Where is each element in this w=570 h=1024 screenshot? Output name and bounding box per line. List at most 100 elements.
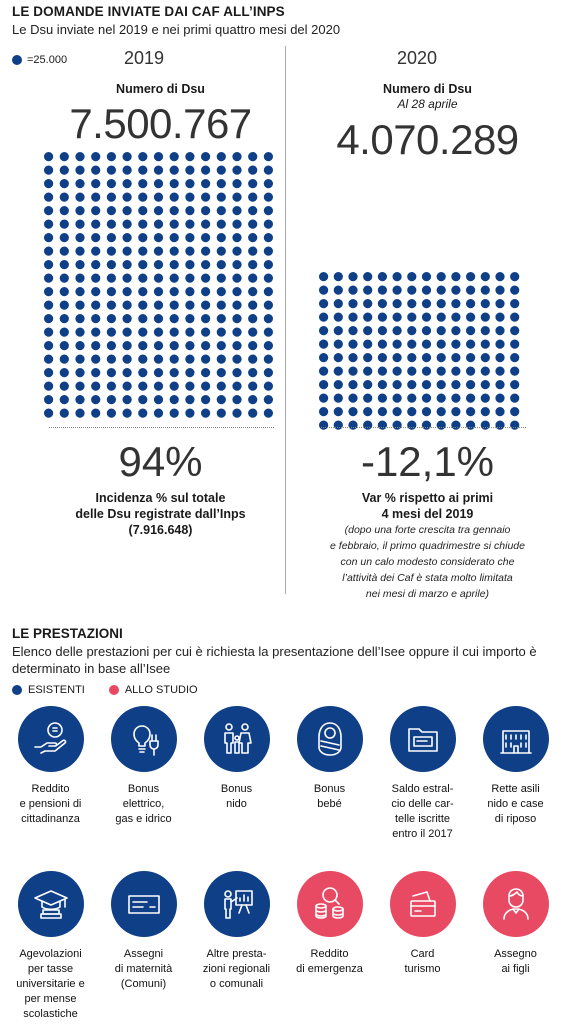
dot-2019-67 — [138, 206, 148, 216]
dot-2020-105 — [407, 366, 417, 376]
dot-2019-141 — [122, 273, 132, 283]
dot-2020-13 — [495, 272, 505, 282]
dot-2019-37 — [138, 179, 148, 189]
dot-2019-82 — [138, 219, 148, 229]
dot-2019-280 — [185, 395, 195, 405]
dot-2020-2 — [333, 272, 343, 282]
dot-2019-113 — [153, 246, 164, 256]
benefit-label: Reddito di emergenza — [296, 948, 363, 975]
dot-2020-145 — [377, 407, 387, 417]
dot-2019-241 — [44, 368, 54, 378]
dot-2019-33 — [75, 179, 85, 189]
dot-2019-189 — [169, 314, 179, 324]
dot-2020-117 — [377, 380, 387, 390]
dot-2020-81 — [466, 339, 476, 349]
dot-2019-48 — [75, 192, 85, 202]
dot-2020-167 — [495, 420, 505, 430]
dot-2020-6 — [392, 272, 402, 282]
dot-2020-20 — [392, 285, 402, 295]
dot-2019-205 — [185, 327, 195, 337]
dot-2020-33 — [377, 299, 387, 309]
dot-2020-154 — [510, 407, 520, 417]
dot-2019-115 — [185, 246, 195, 256]
dot-2019-107 — [59, 246, 69, 256]
dot-2019-231 — [122, 354, 132, 364]
year-2019-label: 2019 — [124, 48, 165, 68]
dot-2020-50 — [421, 312, 432, 322]
dot-2020-23 — [436, 285, 446, 295]
dot-2019-23 — [153, 165, 164, 175]
dot-2019-249 — [169, 368, 179, 378]
dot-2020-129 — [348, 393, 358, 403]
dot-2020-141 — [319, 407, 329, 417]
dot-2019-234 — [169, 354, 179, 364]
benefit-label: Card turismo — [404, 948, 441, 975]
dot-2020-58 — [333, 326, 343, 336]
dot-2020-61 — [377, 326, 387, 336]
dot-2019-294 — [169, 408, 179, 418]
dot-2019-228 — [75, 354, 85, 364]
dot-2020-9 — [436, 272, 446, 282]
dot-2019-5 — [106, 152, 116, 162]
right-count-label: Numero di Dsu — [383, 82, 472, 96]
benefit-bonus-elettrico: Bonus elettrico, gas e idrico — [97, 706, 190, 827]
dot-2019-151 — [44, 287, 54, 297]
dot-2019-127 — [138, 260, 148, 270]
dot-2019-199 — [91, 327, 101, 337]
dot-2020-87 — [348, 353, 358, 363]
coins-search-icon — [296, 871, 363, 937]
dot-2019-14 — [248, 152, 258, 162]
dot-2019-180 — [263, 300, 273, 310]
dot-2020-111 — [495, 366, 505, 376]
dot-2019-295 — [185, 408, 195, 418]
right-pct-label-1: Var % rispetto ai primi — [361, 491, 494, 505]
dot-2019-15 — [263, 152, 273, 162]
dot-2020-69 — [495, 326, 505, 336]
dot-2019-41 — [201, 179, 211, 189]
dot-2020-148 — [421, 407, 432, 417]
dot-2019-167 — [59, 300, 69, 310]
dot-2019-194 — [248, 314, 258, 324]
dot-2019-264 — [169, 381, 179, 391]
cheque-icon — [110, 871, 177, 937]
dot-2019-88 — [232, 219, 242, 229]
dot-2020-51 — [436, 312, 446, 322]
dot-2019-89 — [248, 219, 258, 229]
dot-2019-244 — [91, 368, 101, 378]
dot-2019-290 — [106, 408, 116, 418]
dot-2020-92 — [421, 353, 432, 363]
dot-2020-28 — [510, 285, 520, 295]
dot-2020-37 — [436, 299, 446, 309]
legend-study-label: ALLO STUDIO — [124, 684, 198, 696]
dot-2020-32 — [363, 299, 373, 309]
dot-2019-95 — [106, 233, 116, 243]
dot-2019-177 — [216, 300, 226, 310]
dot-2019-126 — [122, 260, 132, 270]
dot-2019-172 — [138, 300, 148, 310]
dot-2020-11 — [466, 272, 476, 282]
dot-2020-101 — [348, 366, 358, 376]
dot-2020-97 — [495, 353, 505, 363]
dot-2020-106 — [421, 366, 432, 376]
dot-2019-7 — [138, 152, 148, 162]
dot-2019-99 — [169, 233, 179, 243]
left-count-label: Numero di Dsu — [116, 82, 205, 96]
dot-2019-138 — [75, 273, 85, 283]
dot-2019-129 — [169, 260, 179, 270]
dot-2019-286 — [44, 408, 54, 418]
dot-2020-57 — [319, 326, 329, 336]
dot-2020-43 — [319, 312, 329, 322]
dot-2019-109 — [91, 246, 101, 256]
dot-2019-242 — [59, 368, 69, 378]
dot-2019-298 — [232, 408, 242, 418]
dot-2020-168 — [510, 420, 520, 430]
dot-2020-98 — [510, 353, 520, 363]
dot-2019-203 — [153, 327, 164, 337]
dot-2019-221 — [201, 341, 211, 351]
right-pct-value: -12,1% — [360, 438, 495, 485]
dot-2020-95 — [466, 353, 476, 363]
left-count-value: 7.500.767 — [69, 100, 252, 147]
dot-2019-91 — [44, 233, 54, 243]
dot-2019-245 — [106, 368, 116, 378]
dot-2019-45 — [263, 179, 273, 189]
